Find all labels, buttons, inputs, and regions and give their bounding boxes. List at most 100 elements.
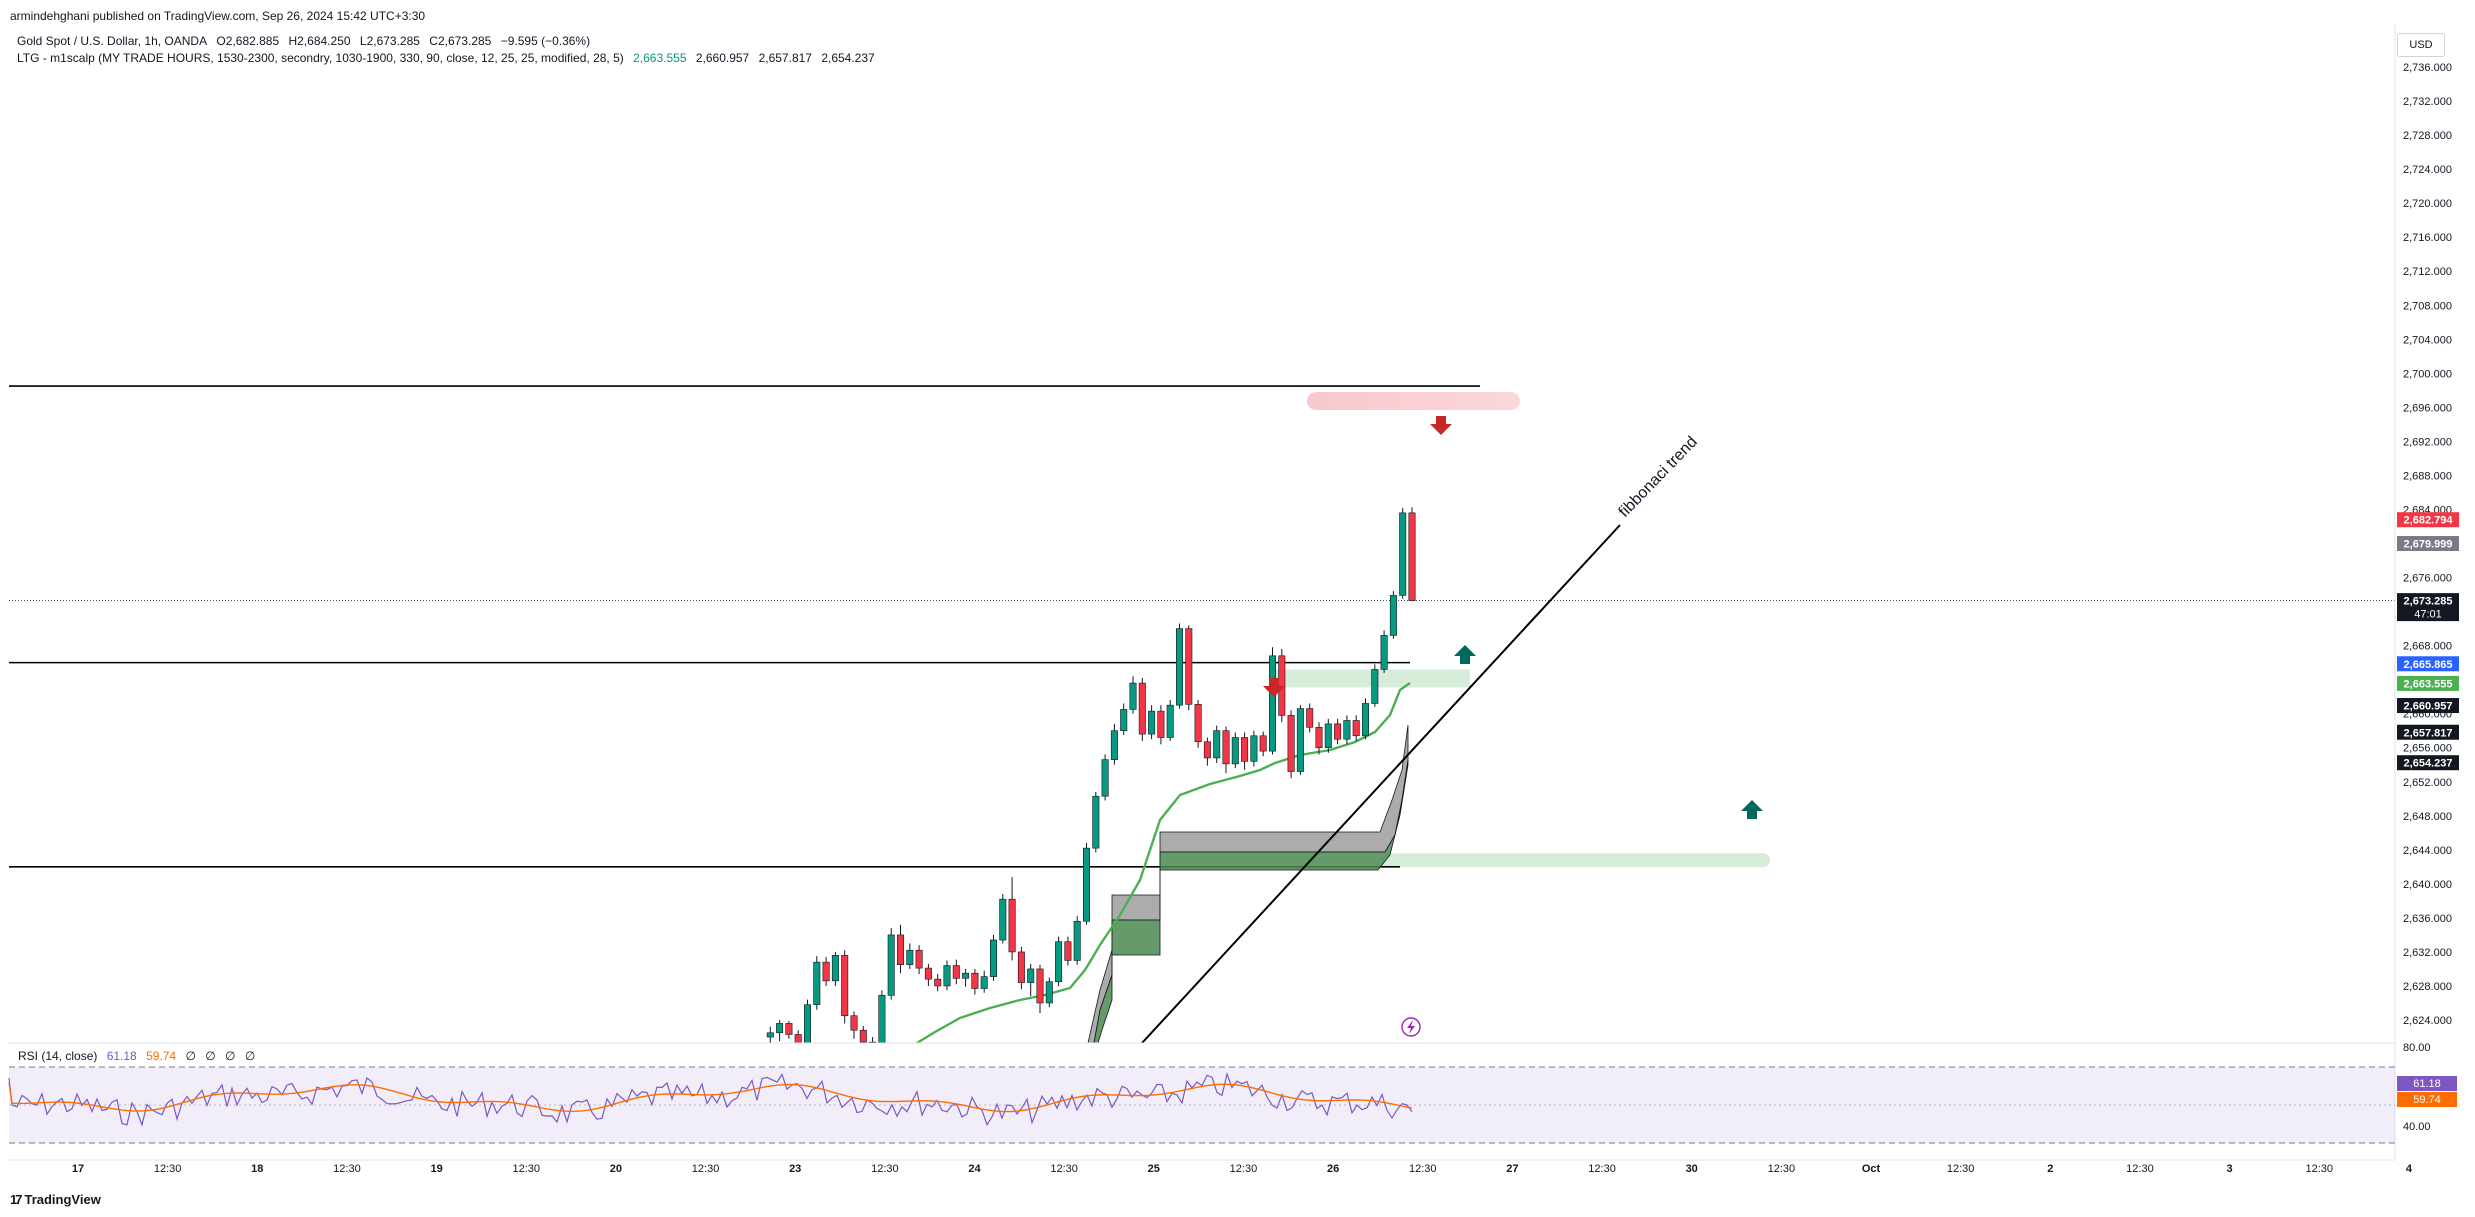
price-axis-tick: 2,720.000 xyxy=(2403,198,2452,210)
rsi-ma-label: 59.74 xyxy=(2413,1094,2441,1106)
candle-body xyxy=(1259,735,1267,752)
time-axis-tick: 12:30 xyxy=(154,1163,182,1175)
candle-body xyxy=(850,1015,858,1031)
candle-body xyxy=(859,1029,867,1043)
candle-body xyxy=(1008,898,1016,953)
candle-body xyxy=(1334,723,1342,740)
price-axis-tick: 2,652.000 xyxy=(2403,777,2452,789)
time-axis-tick: 12:30 xyxy=(1050,1163,1078,1175)
candle-body xyxy=(776,1023,784,1034)
indicator-legend[interactable]: LTG - m1scalp (MY TRADE HOURS, 1530-2300… xyxy=(17,51,881,65)
rsi-ma-label-bg xyxy=(2397,1092,2457,1107)
candle-body xyxy=(1269,655,1277,752)
indicator-value-2: 2,660.957 xyxy=(695,51,750,65)
sell-arrow-icon xyxy=(1430,416,1452,435)
candle-body xyxy=(924,967,932,980)
indicator-title[interactable]: LTG - m1scalp (MY TRADE HOURS, 1530-2300… xyxy=(17,51,624,65)
price-label: 2,665.865 xyxy=(2404,659,2453,671)
rsi-placeholder-2: ∅ xyxy=(205,1049,216,1063)
price-label-bg xyxy=(2397,724,2459,740)
rsi-band xyxy=(9,1067,2395,1143)
candle-body xyxy=(1055,941,1063,983)
candle-body xyxy=(1296,708,1304,772)
trailing-band-green xyxy=(1093,759,1409,1044)
candle-body xyxy=(1045,981,1053,1004)
fibonacci-trend-line[interactable] xyxy=(1141,524,1621,1044)
price-axis-tick: 2,640.000 xyxy=(2403,879,2452,891)
candle-body xyxy=(1017,951,1025,983)
price-axis-tick: 2,728.000 xyxy=(2403,130,2452,142)
symbol-title[interactable]: Gold Spot / U.S. Dollar, 1h, OANDA xyxy=(17,34,208,48)
candle-body xyxy=(1064,941,1072,961)
candle-body xyxy=(785,1023,793,1035)
price-label-countdown: 47:01 xyxy=(2414,609,2442,621)
tradingview-brand[interactable]: 17 TradingView xyxy=(10,1192,101,1207)
rsi-placeholder-1: ∅ xyxy=(185,1049,196,1063)
demand-zone[interactable] xyxy=(1270,669,1470,688)
rsi-legend[interactable]: RSI (14, close) 61.18 59.74 ∅ ∅ ∅ ∅ xyxy=(18,1049,261,1063)
candle-body xyxy=(1138,682,1146,735)
price-label-bg xyxy=(2397,593,2459,622)
rsi-title[interactable]: RSI (14, close) xyxy=(18,1049,98,1063)
candle-body xyxy=(962,972,970,979)
time-axis-tick: 26 xyxy=(1327,1163,1339,1175)
lightning-icon-bolt xyxy=(1407,1020,1415,1034)
time-axis-tick: 30 xyxy=(1686,1163,1698,1175)
price-label: 2,654.237 xyxy=(2404,758,2453,770)
currency-button[interactable]: USD xyxy=(2397,33,2445,57)
candle-body xyxy=(1380,635,1388,670)
rsi-legend-ma: 59.74 xyxy=(146,1049,177,1063)
rsi-line xyxy=(8,1072,1413,1127)
moving-average-line xyxy=(916,682,1411,1045)
ohlc-open: O2,682.885 xyxy=(216,34,280,48)
candle-body xyxy=(1213,730,1221,759)
demand-zone-lower[interactable] xyxy=(1380,853,1770,868)
candle-body xyxy=(934,978,942,987)
supply-zone[interactable] xyxy=(1307,392,1520,411)
time-axis-tick: 24 xyxy=(968,1163,981,1175)
symbol-legend[interactable]: Gold Spot / U.S. Dollar, 1h, OANDA O2,68… xyxy=(17,34,596,48)
price-label-bg xyxy=(2397,675,2459,691)
candle-body xyxy=(1324,723,1332,749)
price-pane xyxy=(9,25,2395,1043)
candle-body xyxy=(896,934,904,965)
candle-body xyxy=(766,1032,774,1038)
price-label: 2,657.817 xyxy=(2404,727,2453,739)
time-axis-tick: 12:30 xyxy=(333,1163,361,1175)
rsi-axis-top: 80.00 xyxy=(2403,1042,2431,1054)
time-axis-tick: 25 xyxy=(1148,1163,1160,1175)
price-axis-tick: 2,712.000 xyxy=(2403,266,2452,278)
price-axis-tick: 2,628.000 xyxy=(2403,981,2452,993)
candle-body xyxy=(1036,968,1044,1004)
time-axis-tick: 12:30 xyxy=(692,1163,720,1175)
candle-body xyxy=(1083,847,1091,922)
candle-body xyxy=(794,1034,802,1044)
candle-body xyxy=(915,949,923,969)
price-label-bg xyxy=(2397,755,2459,771)
candle-body xyxy=(1101,759,1109,797)
rsi-value-label: 61.18 xyxy=(2413,1078,2441,1090)
ohlc-close: C2,673.285 xyxy=(429,34,492,48)
price-axis-tick: 2,704.000 xyxy=(2403,334,2452,346)
candle-body xyxy=(1027,968,1035,983)
price-label: 2,663.555 xyxy=(2404,678,2453,690)
candle-body xyxy=(878,995,886,1044)
time-axis-tick: Oct xyxy=(1862,1163,1881,1175)
ohlc-change: −9.595 (−0.36%) xyxy=(500,34,591,48)
candle-body xyxy=(1250,735,1258,762)
time-axis-tick: 12:30 xyxy=(1947,1163,1975,1175)
price-axis-tick: 2,716.000 xyxy=(2403,232,2452,244)
price-axis-tick: 2,632.000 xyxy=(2403,947,2452,959)
candle-body xyxy=(1176,628,1184,706)
candle-body xyxy=(1408,512,1416,601)
candle-body xyxy=(813,961,821,1005)
time-axis-tick: 18 xyxy=(251,1163,263,1175)
price-label-bg xyxy=(2397,536,2459,552)
price-axis-tick: 2,692.000 xyxy=(2403,436,2452,448)
price-label: 2,679.999 xyxy=(2404,539,2453,551)
price-axis-tick: 2,700.000 xyxy=(2403,368,2452,380)
time-axis-tick: 12:30 xyxy=(871,1163,899,1175)
candle-body xyxy=(906,949,914,965)
price-label: 2,673.285 xyxy=(2404,596,2453,608)
